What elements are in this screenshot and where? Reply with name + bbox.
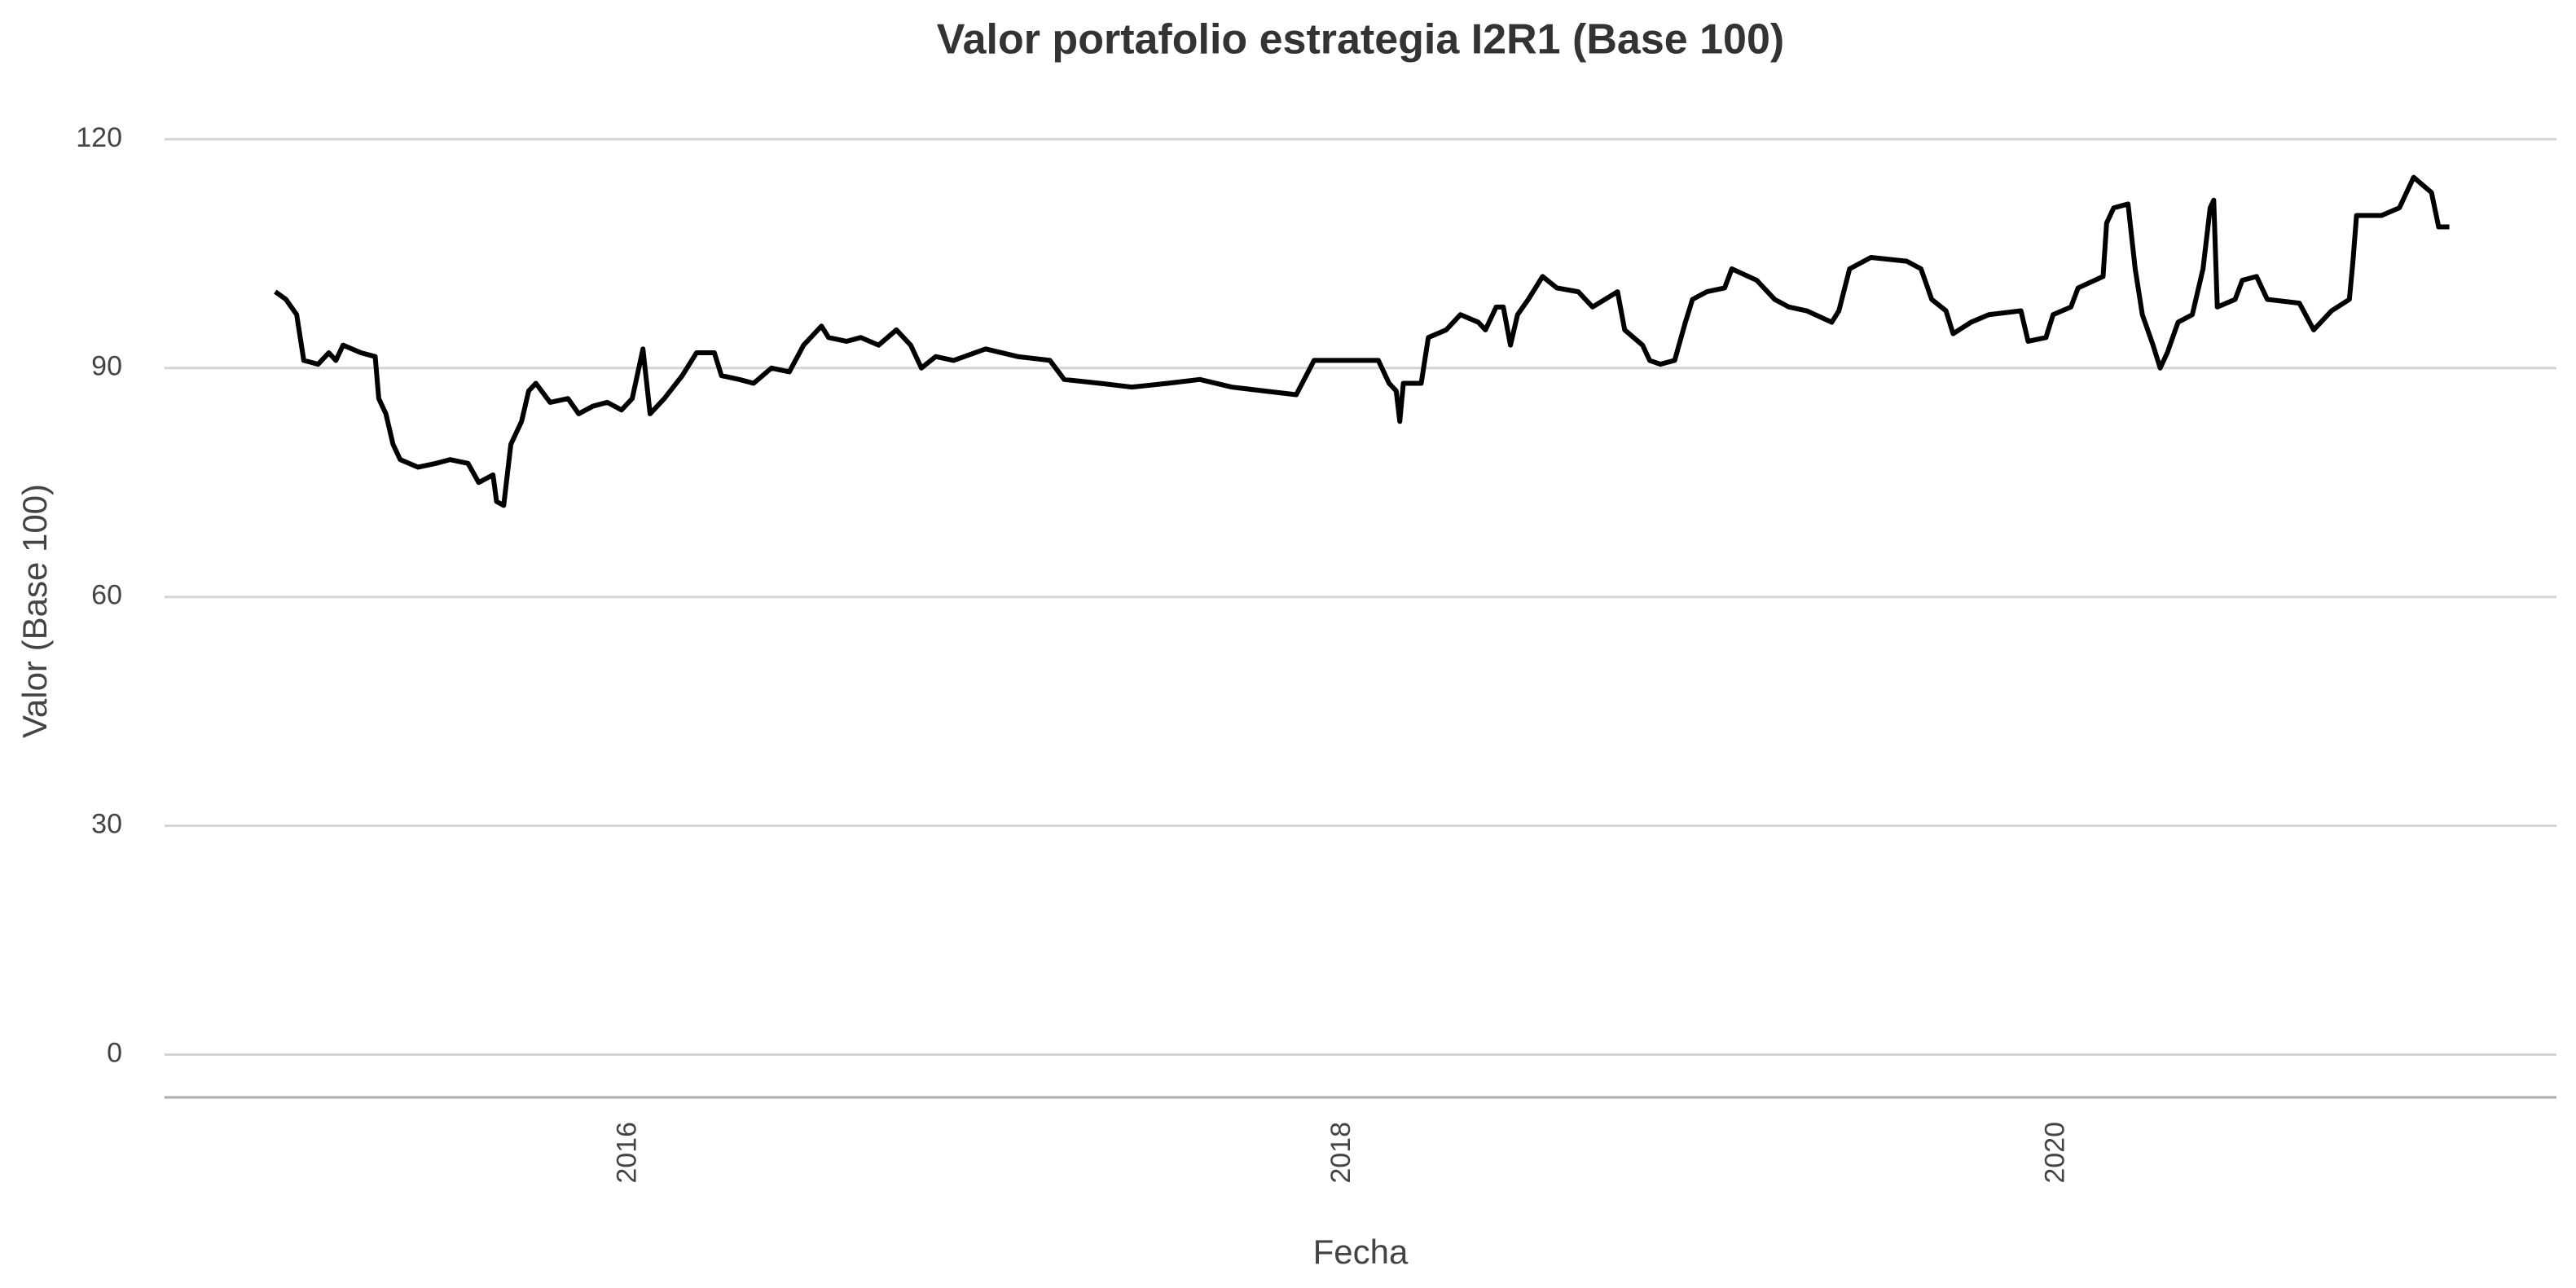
data-line xyxy=(274,174,2450,508)
y-tick-label: 60 xyxy=(91,580,122,611)
x-tick-label: 2018 xyxy=(1325,1122,1356,1184)
x-axis-title: Fecha xyxy=(1313,1233,1409,1271)
chart-title: Valor portafolio estrategia I2R1 (Base 1… xyxy=(937,16,1784,64)
x-tick-label: 2016 xyxy=(612,1122,643,1184)
y-tick-label: 0 xyxy=(107,1038,122,1069)
y-tick-label: 90 xyxy=(91,351,122,382)
x-tick-label: 2020 xyxy=(2039,1122,2070,1184)
y-axis-title: Valor (Base 100) xyxy=(15,484,54,738)
y-tick-label: 120 xyxy=(76,122,122,153)
y-tick-label: 30 xyxy=(91,809,122,840)
